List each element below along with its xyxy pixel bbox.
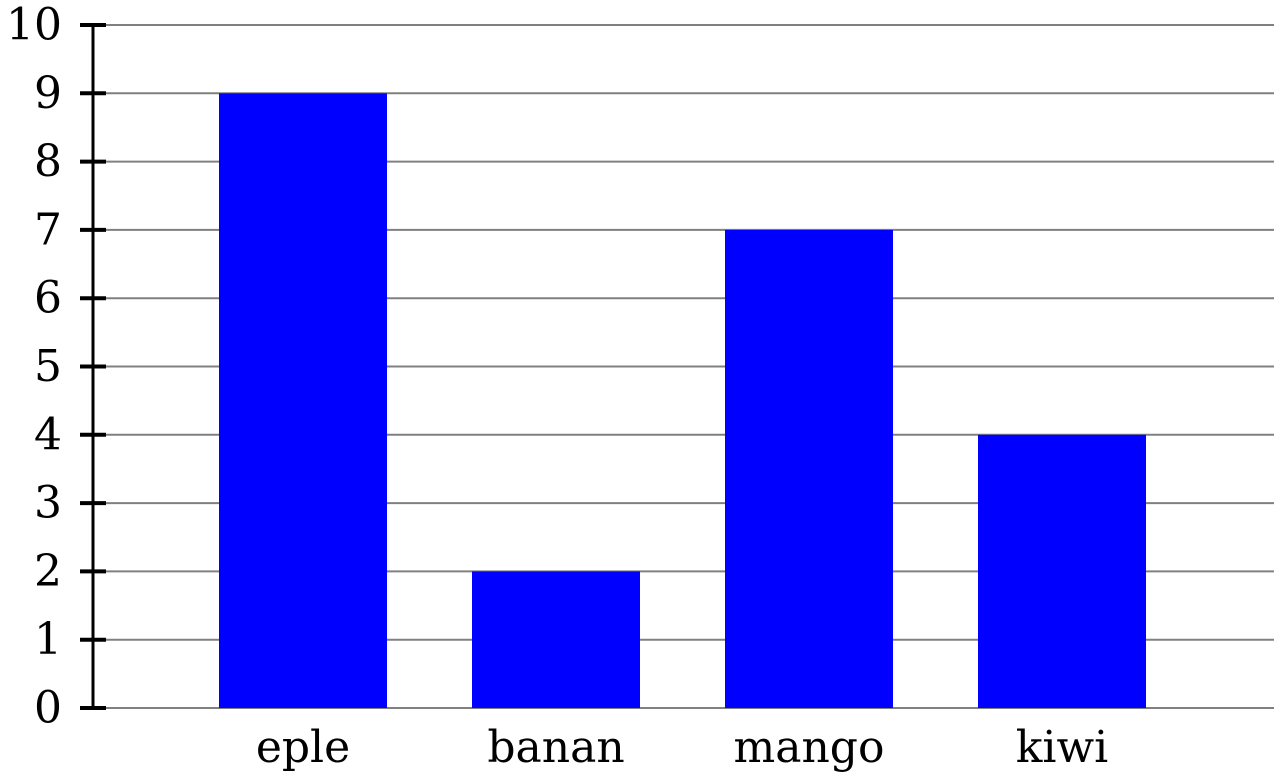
y-tick-label: 8 [34, 136, 62, 187]
y-tick-label: 2 [34, 546, 62, 597]
y-tick-label: 1 [34, 614, 62, 665]
x-category-label-banan: banan [487, 722, 624, 773]
y-tick-label: 0 [34, 683, 62, 734]
y-tick-label: 3 [34, 478, 62, 529]
y-axis [80, 23, 106, 710]
x-category-labels: eple banan mango kiwi [256, 722, 1108, 773]
y-tick-label: 9 [34, 68, 62, 119]
bars [219, 93, 1146, 709]
x-category-label-kiwi: kiwi [1016, 722, 1108, 773]
y-tick-label: 10 [6, 0, 62, 51]
y-tick-label: 4 [34, 409, 62, 460]
y-tick-label: 6 [34, 273, 62, 324]
x-category-label-mango: mango [734, 722, 885, 773]
bar-banan [472, 571, 640, 708]
y-tick-label: 7 [34, 204, 62, 255]
y-tick-label: 5 [34, 341, 62, 392]
y-tick-labels: 0 1 2 3 4 5 6 7 8 9 10 [6, 0, 62, 734]
bar-eple [219, 93, 387, 709]
bar-mango [725, 229, 893, 708]
bar-kiwi [978, 434, 1146, 708]
x-category-label-eple: eple [256, 722, 350, 773]
